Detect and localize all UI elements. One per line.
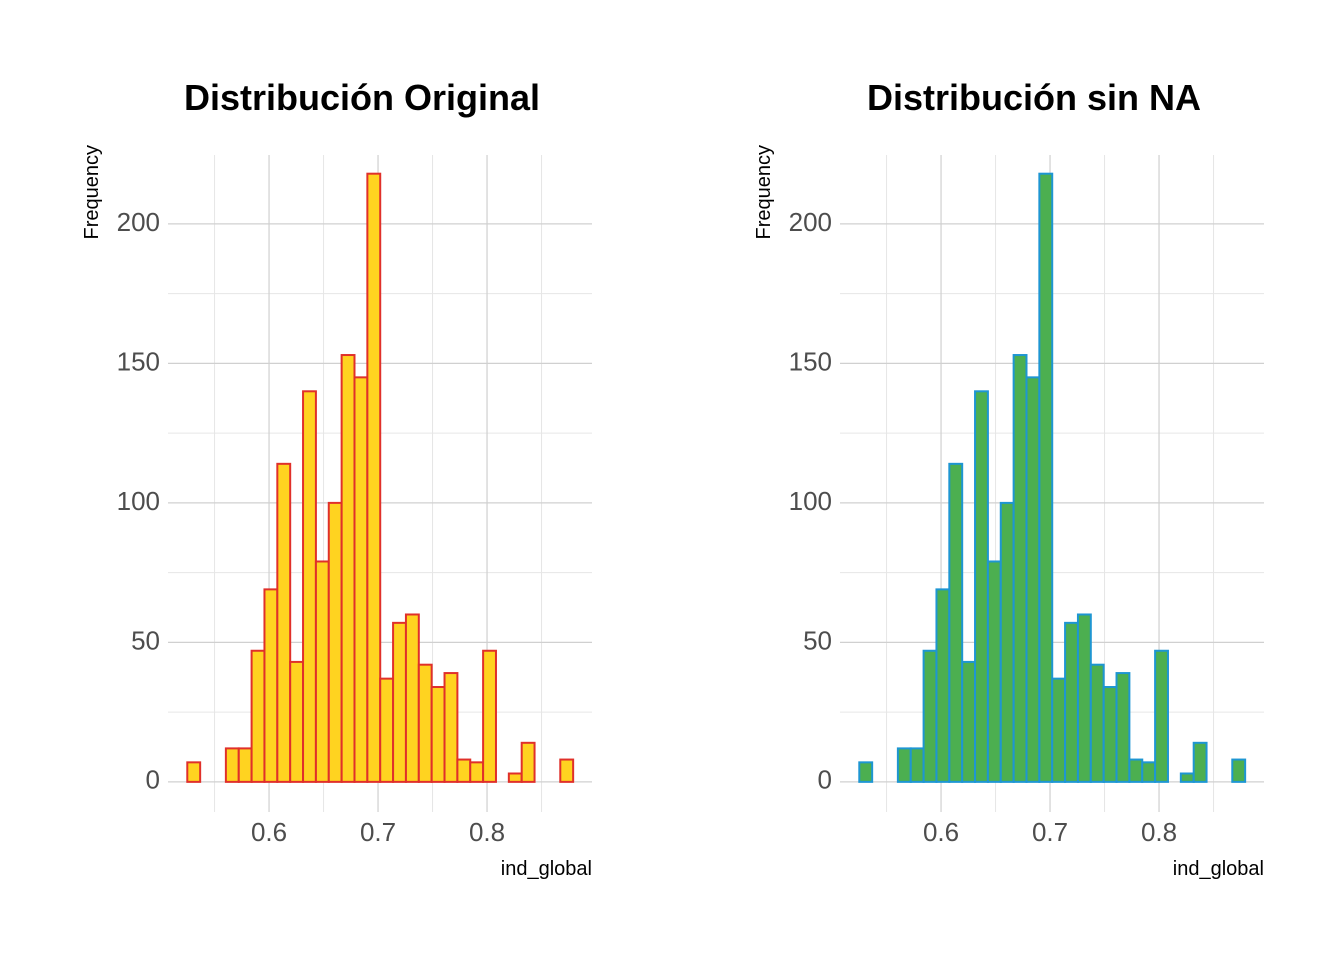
bar (1179, 772, 1195, 783)
bar (263, 588, 279, 783)
bar (302, 390, 317, 783)
bar (327, 501, 343, 783)
bar (482, 649, 497, 783)
bar (948, 462, 964, 783)
bar (1141, 761, 1157, 783)
bar (186, 761, 202, 783)
x-tick-label: 0.6 (923, 817, 959, 847)
bar (404, 613, 420, 783)
bar (456, 758, 472, 783)
x-tick-label: 0.7 (360, 817, 396, 847)
bar (961, 660, 977, 783)
x-axis-label: ind_global (1173, 858, 1264, 880)
y-tick-label: 200 (789, 207, 832, 237)
bar (276, 462, 292, 783)
bar (289, 660, 305, 783)
bar (559, 758, 575, 783)
bar (1051, 677, 1067, 783)
y-tick-label: 150 (117, 346, 160, 376)
bar (1025, 376, 1041, 783)
bar (237, 747, 253, 783)
y-tick-label: 0 (146, 765, 160, 795)
bar (1064, 621, 1079, 783)
x-tick-label: 0.8 (469, 817, 505, 847)
bar (1076, 613, 1092, 783)
y-tick-label: 100 (117, 486, 160, 516)
bar (224, 747, 240, 783)
chart-title: Distribución sin NA (867, 77, 1201, 118)
bar (1115, 672, 1131, 783)
y-tick-label: 50 (131, 625, 160, 655)
bar (922, 649, 938, 783)
y-tick-label: 50 (803, 625, 832, 655)
bar (1231, 758, 1247, 783)
bar (909, 747, 925, 783)
bar (314, 560, 330, 783)
bar (935, 588, 951, 783)
bar (896, 747, 912, 783)
bar (392, 621, 407, 783)
x-tick-label: 0.6 (251, 817, 287, 847)
x-axis-label: ind_global (501, 858, 592, 880)
bar (986, 560, 1002, 783)
bar (858, 761, 874, 783)
bar (1038, 172, 1054, 783)
bar (999, 501, 1015, 783)
bar (1089, 663, 1105, 783)
bar (353, 376, 369, 783)
y-tick-label: 150 (789, 346, 832, 376)
x-tick-label: 0.8 (1141, 817, 1177, 847)
bar (250, 649, 266, 783)
y-tick-label: 0 (818, 765, 832, 795)
bar (379, 677, 395, 783)
y-tick-label: 200 (117, 207, 160, 237)
chart-title: Distribución Original (184, 77, 540, 118)
bar (1102, 686, 1118, 783)
bar (1192, 741, 1208, 783)
bar (417, 663, 433, 783)
bar (1154, 649, 1169, 783)
y-axis-label: Frequency (81, 145, 103, 240)
y-tick-label: 100 (789, 486, 832, 516)
x-tick-label: 0.7 (1032, 817, 1068, 847)
bar (1128, 758, 1144, 783)
bar (520, 741, 536, 783)
bar (443, 672, 459, 783)
bar (366, 172, 382, 783)
bar (340, 354, 356, 783)
bar (974, 390, 989, 783)
y-axis-label: Frequency (753, 145, 775, 240)
bar (1012, 354, 1028, 783)
bar (430, 686, 446, 783)
bar (507, 772, 523, 783)
bar (469, 761, 485, 783)
